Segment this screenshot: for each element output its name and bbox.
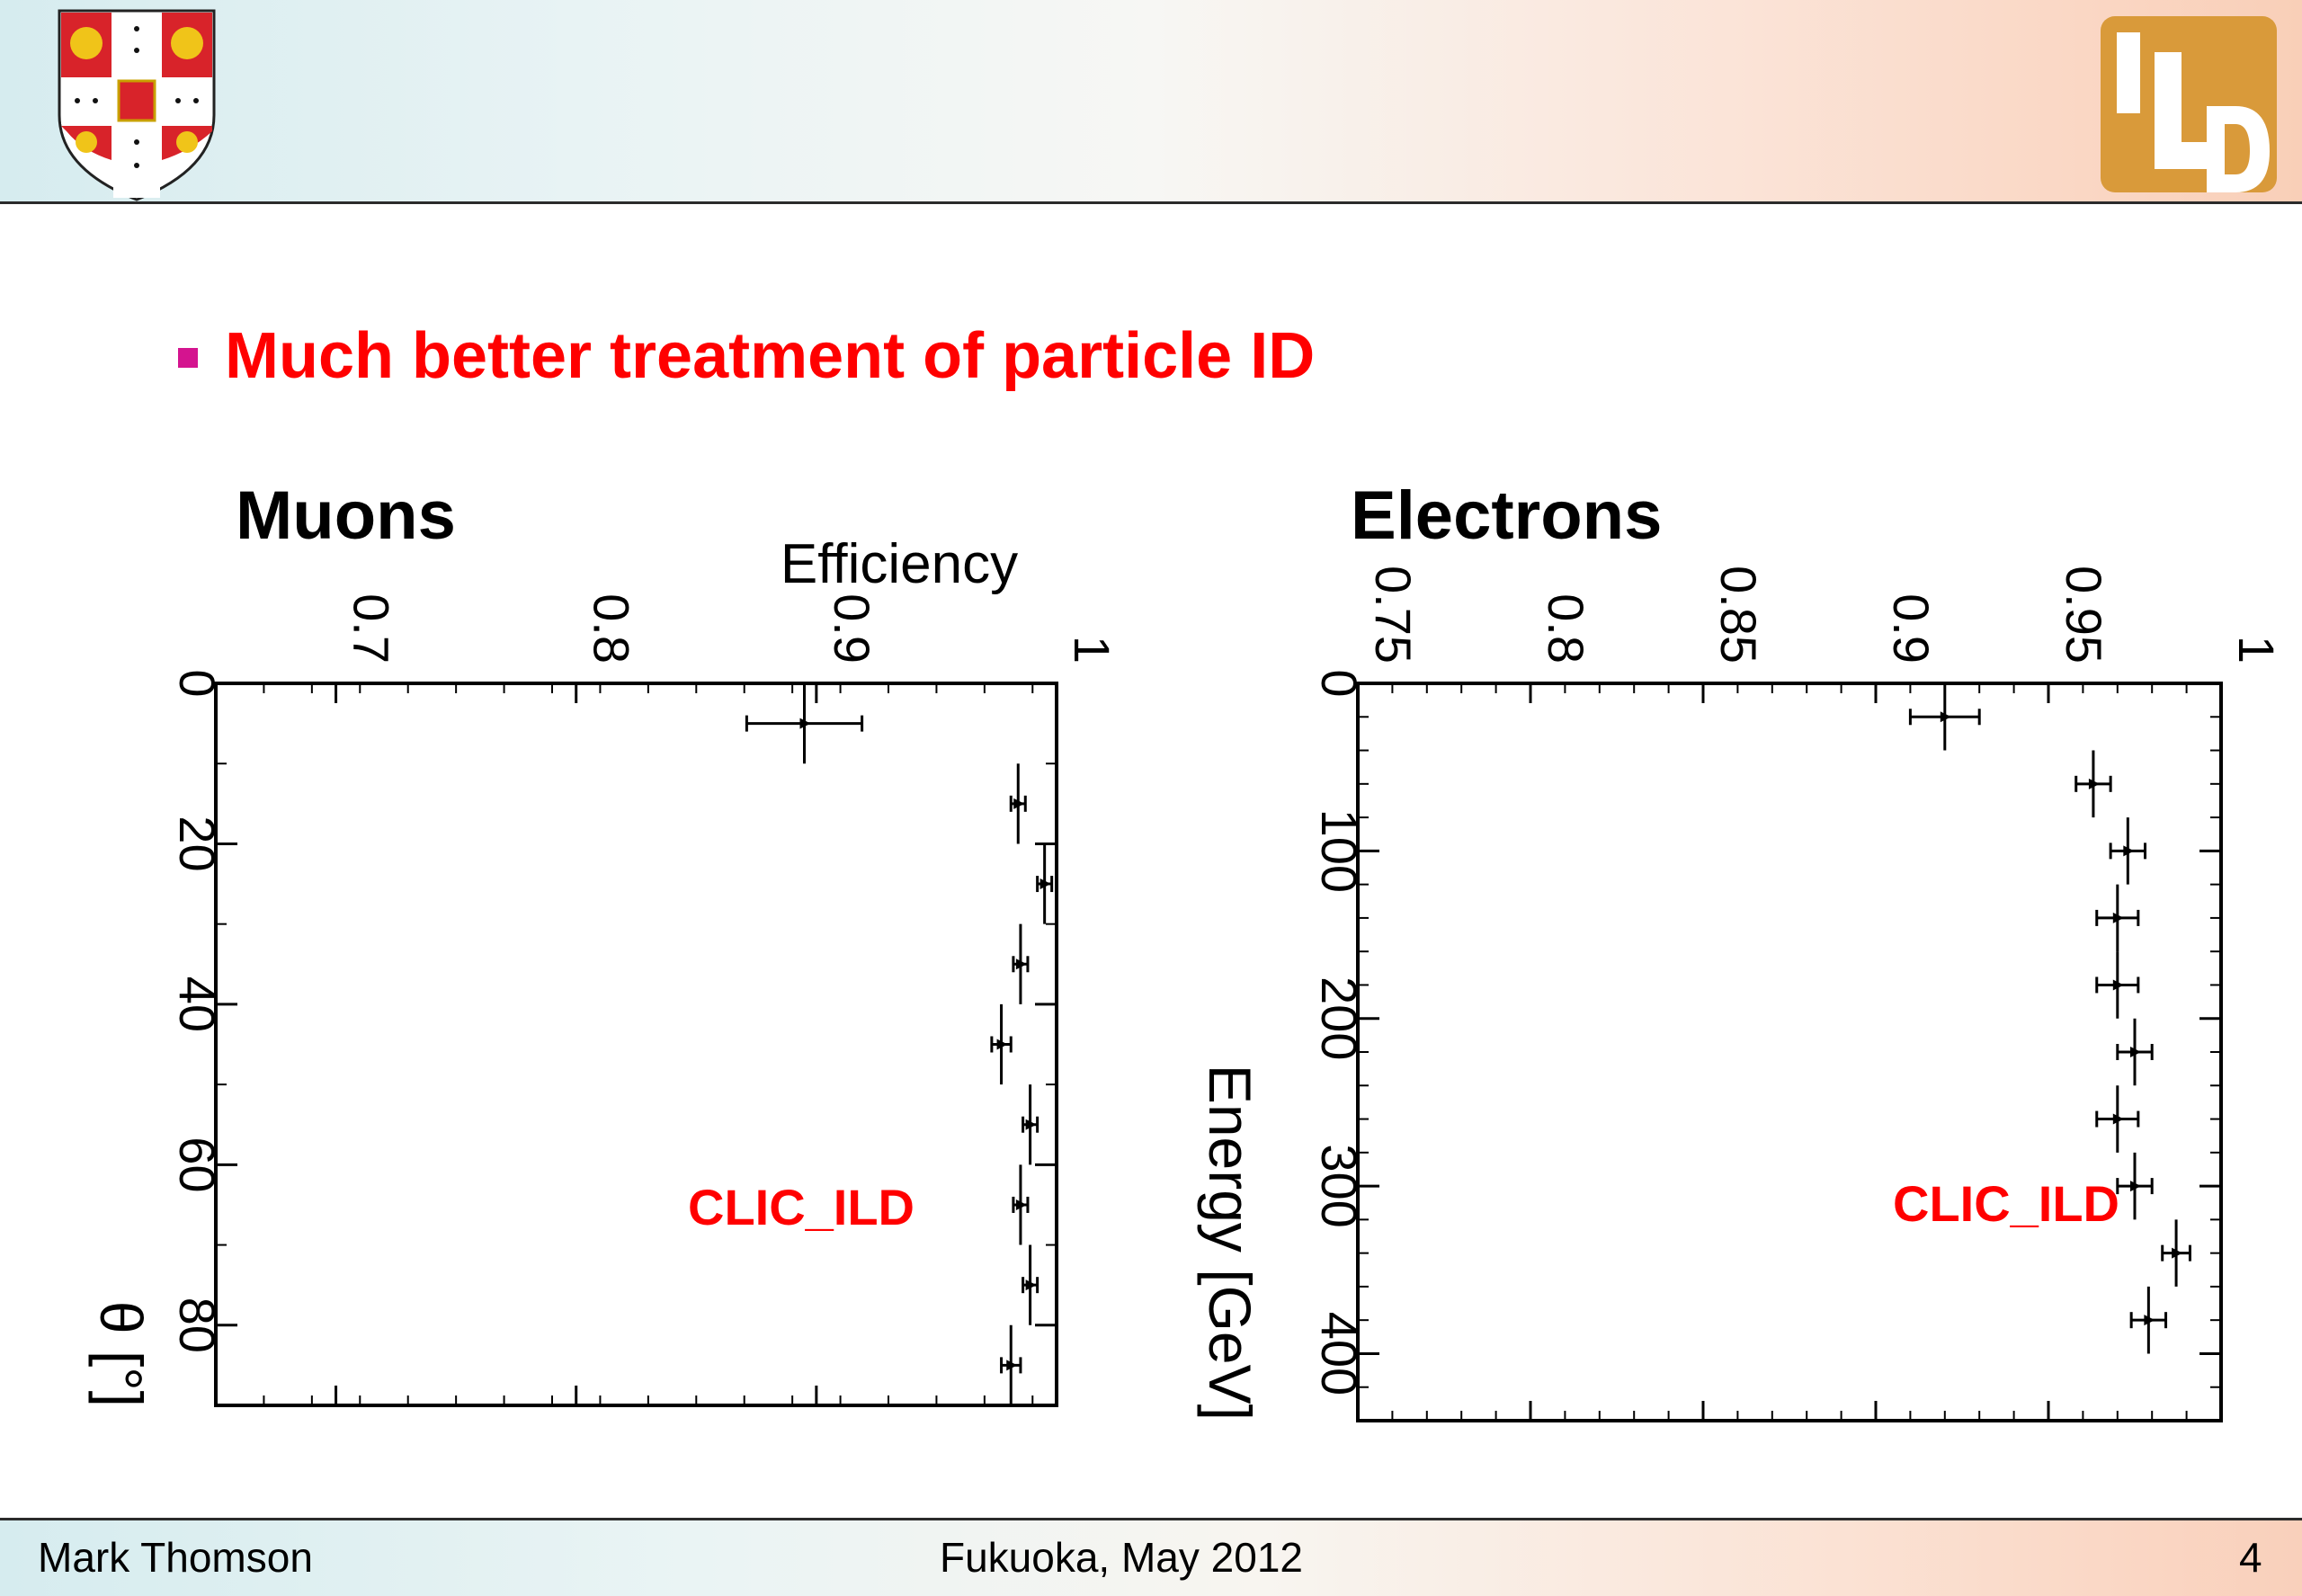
plot1-data-point <box>2095 951 2140 1019</box>
plot0-data-point <box>1022 1084 1039 1165</box>
plot1-data-point <box>2161 1219 2191 1287</box>
plot1-y-tick-label: 0.85 <box>1710 566 1767 664</box>
plot0-y-tick-label: 0.7 <box>344 593 400 664</box>
plot1-data-point <box>2129 1286 2168 1354</box>
slide-headline: Much better treatment of particle ID <box>225 320 1316 392</box>
plot1-y-tick-label: 0.75 <box>1365 566 1422 664</box>
plot0-data-point <box>990 1003 1013 1085</box>
plot1-y-tick-label: 0.95 <box>2056 566 2112 664</box>
plot0-data-point <box>1012 1164 1030 1245</box>
plot0-data-point <box>1012 923 1030 1004</box>
plot1-data-point <box>2095 1085 2140 1153</box>
plot1-data-point <box>2095 884 2140 952</box>
muons-title: Muons <box>236 477 456 554</box>
plot1-annotation: CLIC_ILD <box>1893 1175 2119 1232</box>
plot0-data-point <box>1009 763 1027 844</box>
plot0-y-axis-label: Efficiency <box>781 533 1018 595</box>
plot1-data-point <box>2109 817 2147 885</box>
plot1-y-tick-label: 0.8 <box>1538 593 1594 664</box>
footer-author: Mark Thomson <box>38 1534 313 1581</box>
plot1-x-axis-label: Energy [GeV] <box>1197 1065 1263 1421</box>
slide-footer <box>0 1518 2302 1596</box>
plot0-data-point <box>1000 1324 1022 1405</box>
slide-header <box>0 0 2302 204</box>
plot0-y-tick-label: 0.9 <box>824 593 880 664</box>
plot1-data-point <box>1908 683 1981 751</box>
footer-page-number: 4 <box>2239 1534 2262 1581</box>
plot0-annotation: CLIC_ILD <box>688 1179 915 1235</box>
plot0-data-point <box>1022 1244 1039 1325</box>
plot0-data-point <box>745 683 864 764</box>
plot0-y-tick-label: 0.8 <box>584 593 640 664</box>
plot0-x-axis-label: θ [°] <box>88 1301 155 1407</box>
plot0-y-tick-label: 1 <box>1064 636 1120 664</box>
university-crest-icon <box>58 9 216 201</box>
footer-event: Fukuoka, May 2012 <box>940 1534 1304 1581</box>
plot0-data-point <box>1036 843 1054 924</box>
plot1-data-point <box>2116 1152 2154 1220</box>
plot1-y-tick-label: 0.9 <box>1883 593 1940 664</box>
plot0-frame <box>214 682 1058 1407</box>
plot1-data-point <box>2074 750 2112 818</box>
ild-logo-icon <box>2101 16 2277 192</box>
plot1-y-tick-label: 1 <box>2228 636 2285 664</box>
plot1-frame <box>1356 682 2223 1422</box>
plot1-data-point <box>2116 1018 2154 1086</box>
bullet-marker <box>178 348 198 368</box>
electrons-title: Electrons <box>1351 477 1663 554</box>
